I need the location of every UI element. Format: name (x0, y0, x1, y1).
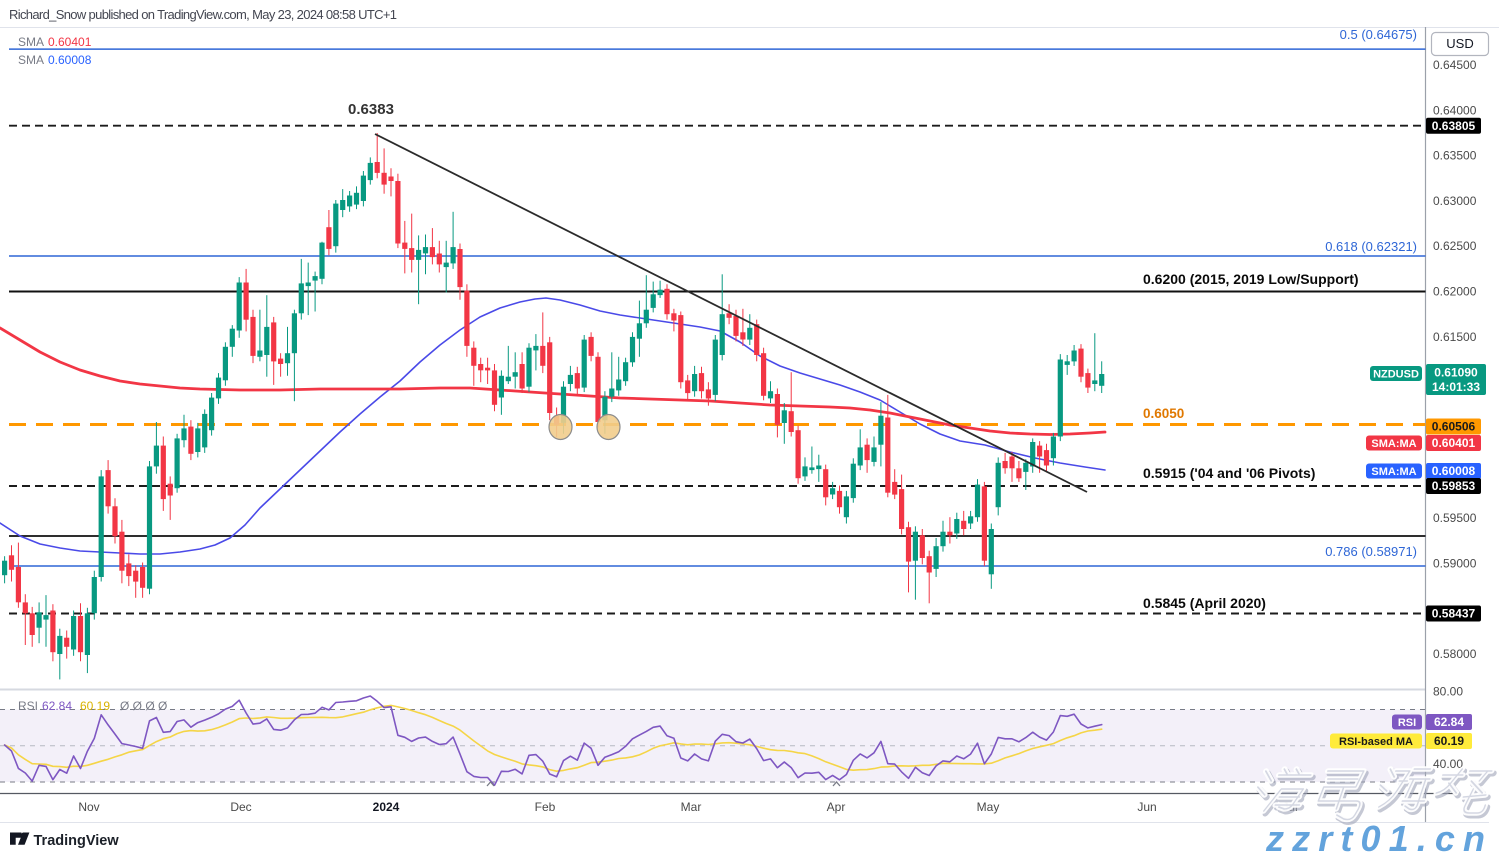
svg-text:NZDUSD: NZDUSD (1373, 368, 1419, 380)
svg-text:RSI: RSI (1398, 717, 1416, 729)
svg-text:USD: USD (1446, 36, 1473, 51)
svg-text:62.84: 62.84 (1434, 715, 1464, 729)
svg-text:0.59853: 0.59853 (1432, 479, 1476, 493)
svg-text:zzrt01.cn: zzrt01.cn (1265, 818, 1485, 857)
svg-text:Dec: Dec (230, 800, 251, 814)
svg-text:0.5915 ('04 and '06 Pivots): 0.5915 ('04 and '06 Pivots) (1143, 465, 1315, 481)
svg-text:0.786 (0.58971): 0.786 (0.58971) (1325, 544, 1417, 559)
svg-text:14:01:33: 14:01:33 (1432, 380, 1480, 394)
svg-text:0.5 (0.64675): 0.5 (0.64675) (1340, 27, 1417, 42)
svg-text:Nov: Nov (78, 800, 99, 814)
svg-text:0.63000: 0.63000 (1433, 194, 1477, 208)
svg-text:SMA:MA: SMA:MA (1371, 438, 1416, 450)
svg-text:0.58437: 0.58437 (1432, 607, 1476, 621)
svg-text:0.61090: 0.61090 (1434, 366, 1478, 380)
svg-text:0.59500: 0.59500 (1433, 511, 1477, 525)
svg-text:0.618 (0.62321): 0.618 (0.62321) (1325, 239, 1417, 254)
svg-text:RSI-based MA: RSI-based MA (1339, 736, 1413, 748)
svg-text:0.62500: 0.62500 (1433, 239, 1477, 253)
svg-text:80.00: 80.00 (1433, 684, 1463, 698)
svg-text:0.63500: 0.63500 (1433, 149, 1477, 163)
svg-text:0.62000: 0.62000 (1433, 285, 1477, 299)
svg-text:Richard_Snow published on Trad: Richard_Snow published on TradingView.co… (9, 7, 397, 22)
svg-text:0.58000: 0.58000 (1433, 647, 1477, 661)
svg-text:0.60008: 0.60008 (48, 53, 92, 67)
svg-text:60.19: 60.19 (80, 699, 110, 713)
svg-text:0.60401: 0.60401 (1432, 436, 1476, 450)
svg-text:0.6050: 0.6050 (1143, 406, 1184, 421)
svg-text:0.5845 (April 2020): 0.5845 (April 2020) (1143, 595, 1266, 611)
svg-text:RSI: RSI (18, 699, 38, 713)
svg-text:62.84: 62.84 (42, 699, 72, 713)
svg-text:0.60401: 0.60401 (48, 35, 92, 49)
svg-text:SMA: SMA (18, 35, 44, 49)
svg-text:0.64000: 0.64000 (1433, 103, 1477, 117)
svg-text:0.60008: 0.60008 (1432, 464, 1476, 478)
svg-text:2024: 2024 (373, 800, 400, 814)
svg-text:SMA:MA: SMA:MA (1371, 466, 1416, 478)
svg-text:0.6200 (2015, 2019 Low/Support: 0.6200 (2015, 2019 Low/Support) (1143, 271, 1359, 287)
svg-text:0.60506: 0.60506 (1432, 420, 1476, 434)
svg-text:SMA: SMA (18, 53, 44, 67)
svg-text:60.19: 60.19 (1434, 734, 1464, 748)
svg-text:Jun: Jun (1137, 800, 1156, 814)
svg-text:May: May (977, 800, 1000, 814)
svg-text:0.6383: 0.6383 (348, 101, 394, 118)
svg-text:TradingView: TradingView (34, 833, 120, 849)
svg-text:0.63805: 0.63805 (1432, 119, 1476, 133)
svg-text:Mar: Mar (681, 800, 702, 814)
svg-text:0.59000: 0.59000 (1433, 556, 1477, 570)
svg-text:0.64500: 0.64500 (1433, 58, 1477, 72)
svg-text:Apr: Apr (827, 800, 846, 814)
svg-text:40.00: 40.00 (1433, 757, 1463, 771)
svg-text:Ø Ø Ø Ø: Ø Ø Ø Ø (120, 699, 167, 713)
svg-text:0.61500: 0.61500 (1433, 330, 1477, 344)
svg-text:Feb: Feb (535, 800, 556, 814)
